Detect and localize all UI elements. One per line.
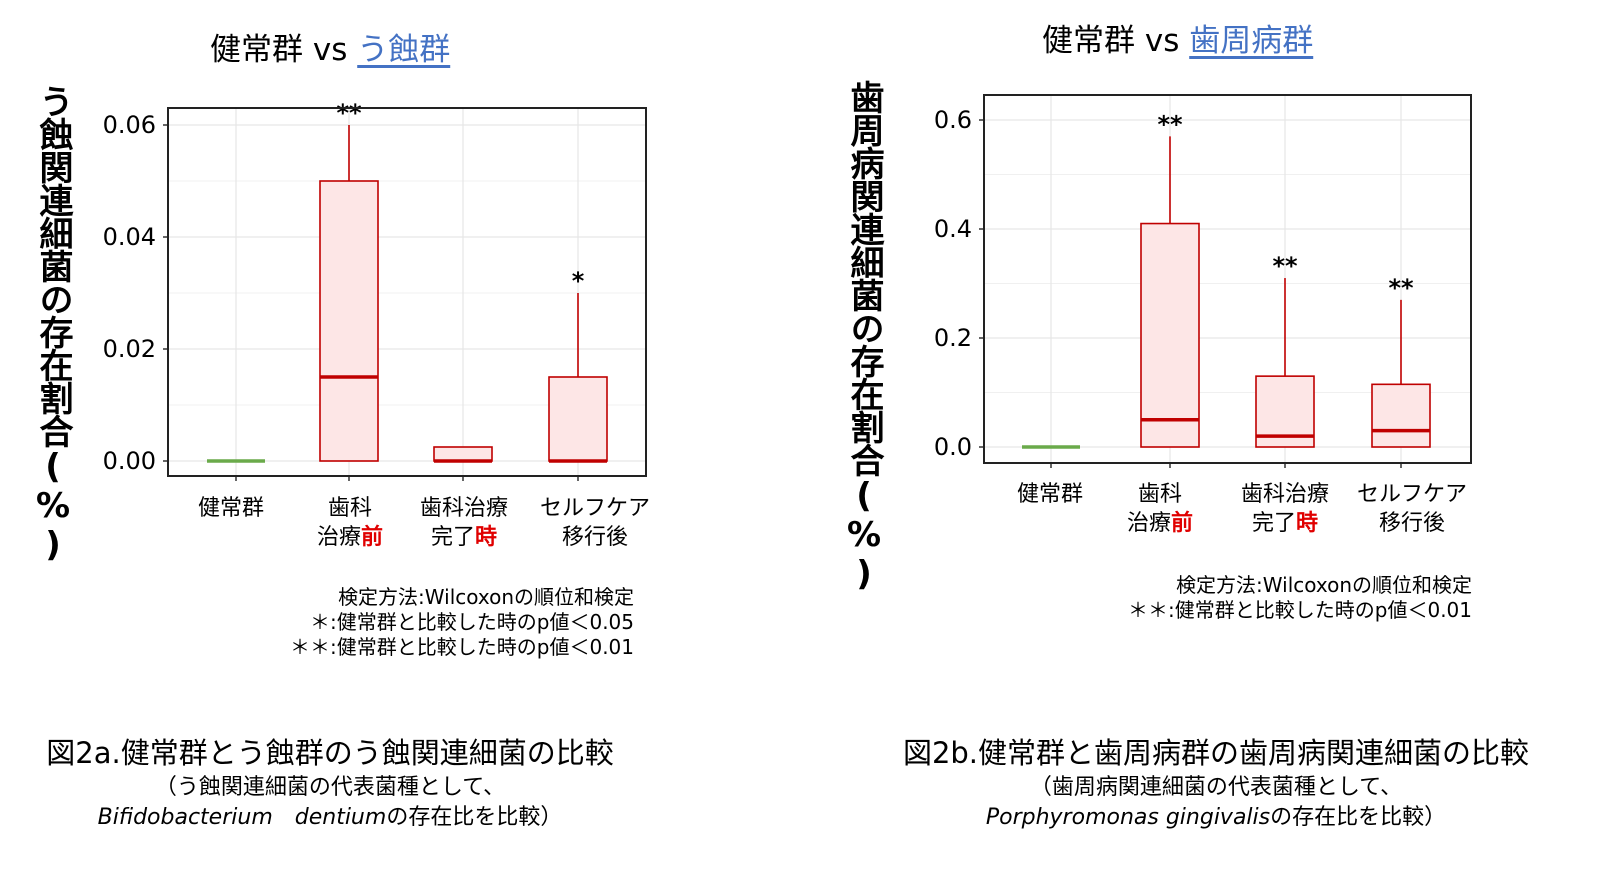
chart-panel-caries: 健常群 vs う蝕群 う蝕関連細菌の存在割合(%) 0.06 0.04 0.02 0.… [0, 0, 810, 884]
chart-title-group: う蝕群 [357, 32, 451, 68]
plot-area: 0.6 0.4 0.2 0.0 ** ** ** [934, 94, 1472, 468]
y-tick-label: 0.02 [103, 335, 156, 363]
chart-title: 健常群 vs 歯周病群 [1042, 15, 1313, 60]
x-tick-label: 歯科治療 完了時 [1240, 482, 1329, 536]
note-line: ＊:健常群と比較した時のp値＜0.05 [310, 610, 634, 634]
caption-line: （歯周病関連細菌の代表菌種として、 [1029, 775, 1403, 800]
significance-marker: ** [1388, 274, 1414, 302]
plot-border [983, 94, 1472, 464]
chart-title-prefix: 健常群 vs [1042, 23, 1190, 59]
caption-line: Porphyromonas gingivalisの存在比を比較） [811, 803, 1621, 833]
caption-species: Porphyromonas gingivalis [985, 805, 1271, 830]
y-tick-label: 0.6 [934, 106, 972, 134]
note-line: ＊＊:健常群と比較した時のp値＜0.01 [1128, 598, 1472, 622]
note-line: ＊＊:健常群と比較した時のp値＜0.01 [290, 635, 634, 659]
caption-line: （う蝕関連細菌の代表菌種として、 [154, 775, 506, 800]
y-tick-label: 0.00 [103, 447, 156, 475]
box-iqr [548, 376, 608, 462]
significance-marker: ** [1157, 110, 1183, 138]
y-tick-label: 0.2 [934, 324, 972, 352]
chart-panel-periodontal: 健常群 vs 歯周病群 歯周病関連細菌の存在割合(%) 0.6 0.4 0.2 0.0… [811, 0, 1621, 884]
x-tick-label: 歯科 治療前 [1126, 482, 1194, 536]
caption-tail: の存在比を比較） [1270, 805, 1447, 830]
y-axis-label: 歯周病関連細菌の存在割合(%) [844, 80, 884, 593]
caption-species: Bifidobacterium dentium [97, 805, 387, 830]
box-iqr [319, 180, 379, 462]
note-line: 検定方法:Wilcoxonの順位和検定 [1176, 573, 1472, 597]
chart-title-group: 歯周病群 [1189, 23, 1314, 59]
y-tick-label: 0.06 [103, 111, 156, 139]
x-tick-label: 歯科治療 完了時 [419, 496, 508, 550]
x-tick-label: 健常群 [1016, 482, 1083, 507]
caption-title: 図2b.健常群と歯周病群の歯周病関連細菌の比較 [902, 736, 1530, 770]
x-tick-label: 歯科 治療前 [316, 496, 384, 550]
x-tick-label: セルフケア 移行後 [539, 496, 650, 550]
plot-border [167, 107, 647, 477]
significance-marker: ** [336, 99, 362, 127]
box-iqr [1371, 383, 1431, 448]
box-iqr [1140, 222, 1200, 448]
note-line: 検定方法:Wilcoxonの順位和検定 [338, 585, 634, 609]
significance-marker: * [572, 267, 585, 295]
y-tick-label: 0.4 [934, 215, 972, 243]
chart-title-prefix: 健常群 vs [210, 32, 358, 68]
caption-title: 図2a.健常群とう蝕群のう蝕関連細菌の比較 [46, 736, 614, 770]
figure-caption: 図2b.健常群と歯周病群の歯周病関連細菌の比較 （歯周病関連細菌の代表菌種として… [811, 733, 1621, 833]
significance-marker: ** [1272, 252, 1298, 280]
y-tick-label: 0.04 [103, 223, 156, 251]
y-tick-label: 0.0 [934, 433, 972, 461]
box-iqr [433, 446, 493, 462]
plot-area: 0.060.040.020.00*** [103, 99, 647, 481]
chart-title: 健常群 vs う蝕群 [210, 24, 450, 69]
caption-line: Bifidobacterium dentiumの存在比を比較） [0, 803, 660, 833]
x-tick-label: セルフケア 移行後 [1356, 482, 1467, 536]
test-notes: 検定方法:Wilcoxonの順位和検定 ＊:健常群と比較した時のp値＜0.05 … [290, 585, 634, 660]
caption-tail: の存在比を比較） [386, 805, 563, 830]
y-axis-label: う蝕関連細菌の存在割合(%) [33, 84, 73, 564]
x-tick-label: 健常群 [197, 496, 264, 521]
test-notes: 検定方法:Wilcoxonの順位和検定 ＊＊:健常群と比較した時のp値＜0.01 [1128, 573, 1472, 623]
figure-caption: 図2a.健常群とう蝕群のう蝕関連細菌の比較 （う蝕関連細菌の代表菌種として、 B… [0, 733, 660, 833]
